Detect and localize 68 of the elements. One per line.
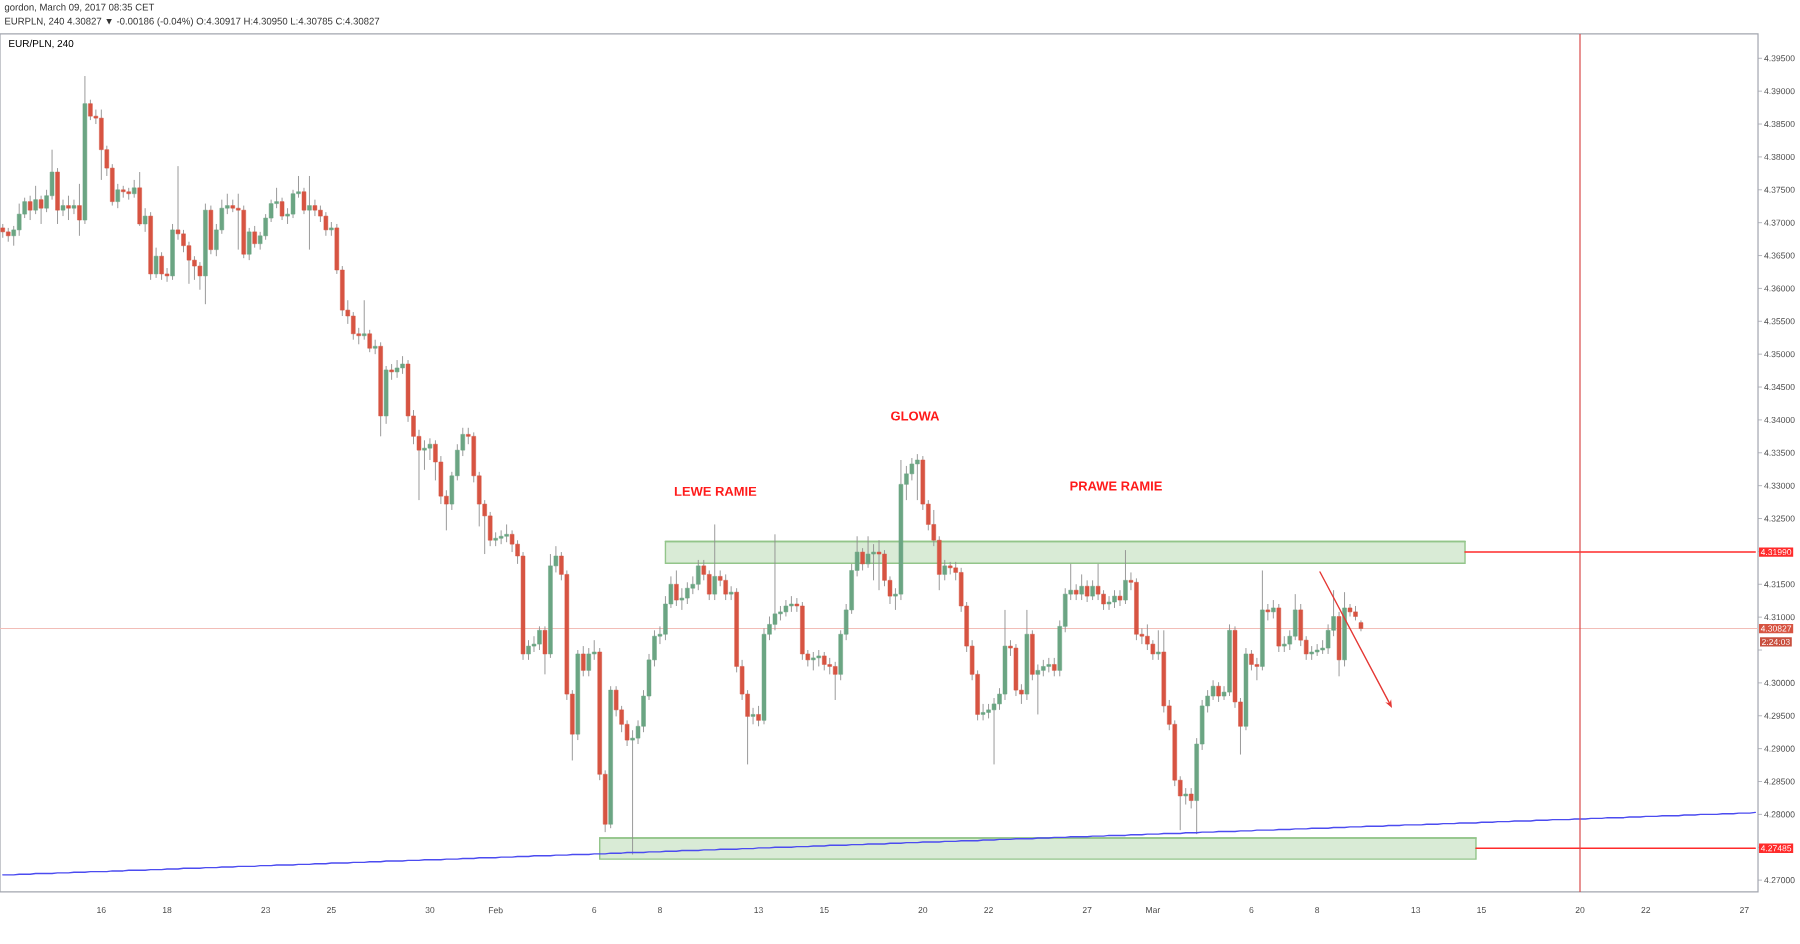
candlestick	[1156, 629, 1161, 661]
candlestick	[756, 705, 761, 727]
candlestick	[679, 587, 685, 611]
candlestick	[980, 703, 986, 721]
candlestick	[1216, 681, 1221, 703]
candlestick	[1052, 657, 1057, 677]
candlestick	[252, 225, 257, 249]
candlestick	[27, 195, 33, 221]
candlestick	[696, 559, 701, 591]
candlestick	[1106, 595, 1112, 611]
candlestick	[1013, 643, 1019, 697]
candlestick	[822, 651, 827, 671]
candlestick	[1117, 589, 1123, 607]
candlestick	[542, 625, 548, 675]
candlestick	[1123, 549, 1128, 605]
candlestick	[153, 247, 159, 279]
candlestick	[312, 199, 318, 217]
candlestick	[1079, 573, 1084, 601]
candlestick	[504, 523, 509, 543]
candlestick	[750, 707, 756, 725]
candlestick	[361, 299, 367, 341]
candlestick	[60, 199, 66, 217]
candlestick	[422, 439, 427, 471]
candlestick	[1254, 657, 1260, 681]
candlestick	[71, 199, 77, 215]
candlestick	[1276, 603, 1282, 653]
candlestick	[811, 651, 816, 671]
candlestick	[871, 543, 876, 581]
candlestick	[236, 193, 241, 251]
candlestick	[159, 251, 164, 281]
candlestick	[685, 581, 690, 605]
candlestick	[586, 647, 591, 677]
candlestick	[915, 453, 920, 501]
candlestick	[876, 539, 882, 591]
candlestick	[383, 365, 389, 425]
candlestick	[246, 227, 252, 261]
candlestick	[493, 531, 498, 547]
candlestick	[38, 195, 44, 225]
candlestick	[1347, 603, 1353, 617]
candlestick	[115, 183, 120, 209]
candlestick	[323, 211, 329, 237]
candlestick	[537, 625, 542, 651]
candlestick	[88, 99, 93, 121]
candlestick	[1265, 603, 1271, 621]
candlestick	[942, 559, 947, 581]
candlestick	[581, 645, 586, 677]
candlestick	[77, 183, 82, 237]
candlestick	[728, 585, 734, 601]
candlestick	[1084, 579, 1090, 603]
candlestick	[723, 573, 728, 601]
candlestick	[783, 599, 789, 617]
candlestick	[1035, 664, 1041, 715]
candlestick	[66, 195, 71, 221]
candlestick	[142, 207, 148, 233]
candlestick	[832, 661, 838, 701]
candlestick	[307, 175, 312, 251]
candlestick	[99, 109, 104, 181]
candlestick	[208, 205, 214, 255]
candlestick	[197, 261, 203, 291]
candlestick	[526, 639, 531, 661]
candlestick	[1188, 787, 1194, 809]
candlestick	[674, 570, 679, 607]
candlestick	[712, 523, 717, 601]
candlestick	[1271, 599, 1276, 619]
candlestick	[800, 601, 805, 661]
candlestick	[498, 529, 504, 545]
candlestick	[137, 171, 142, 227]
candlestick	[394, 359, 400, 379]
